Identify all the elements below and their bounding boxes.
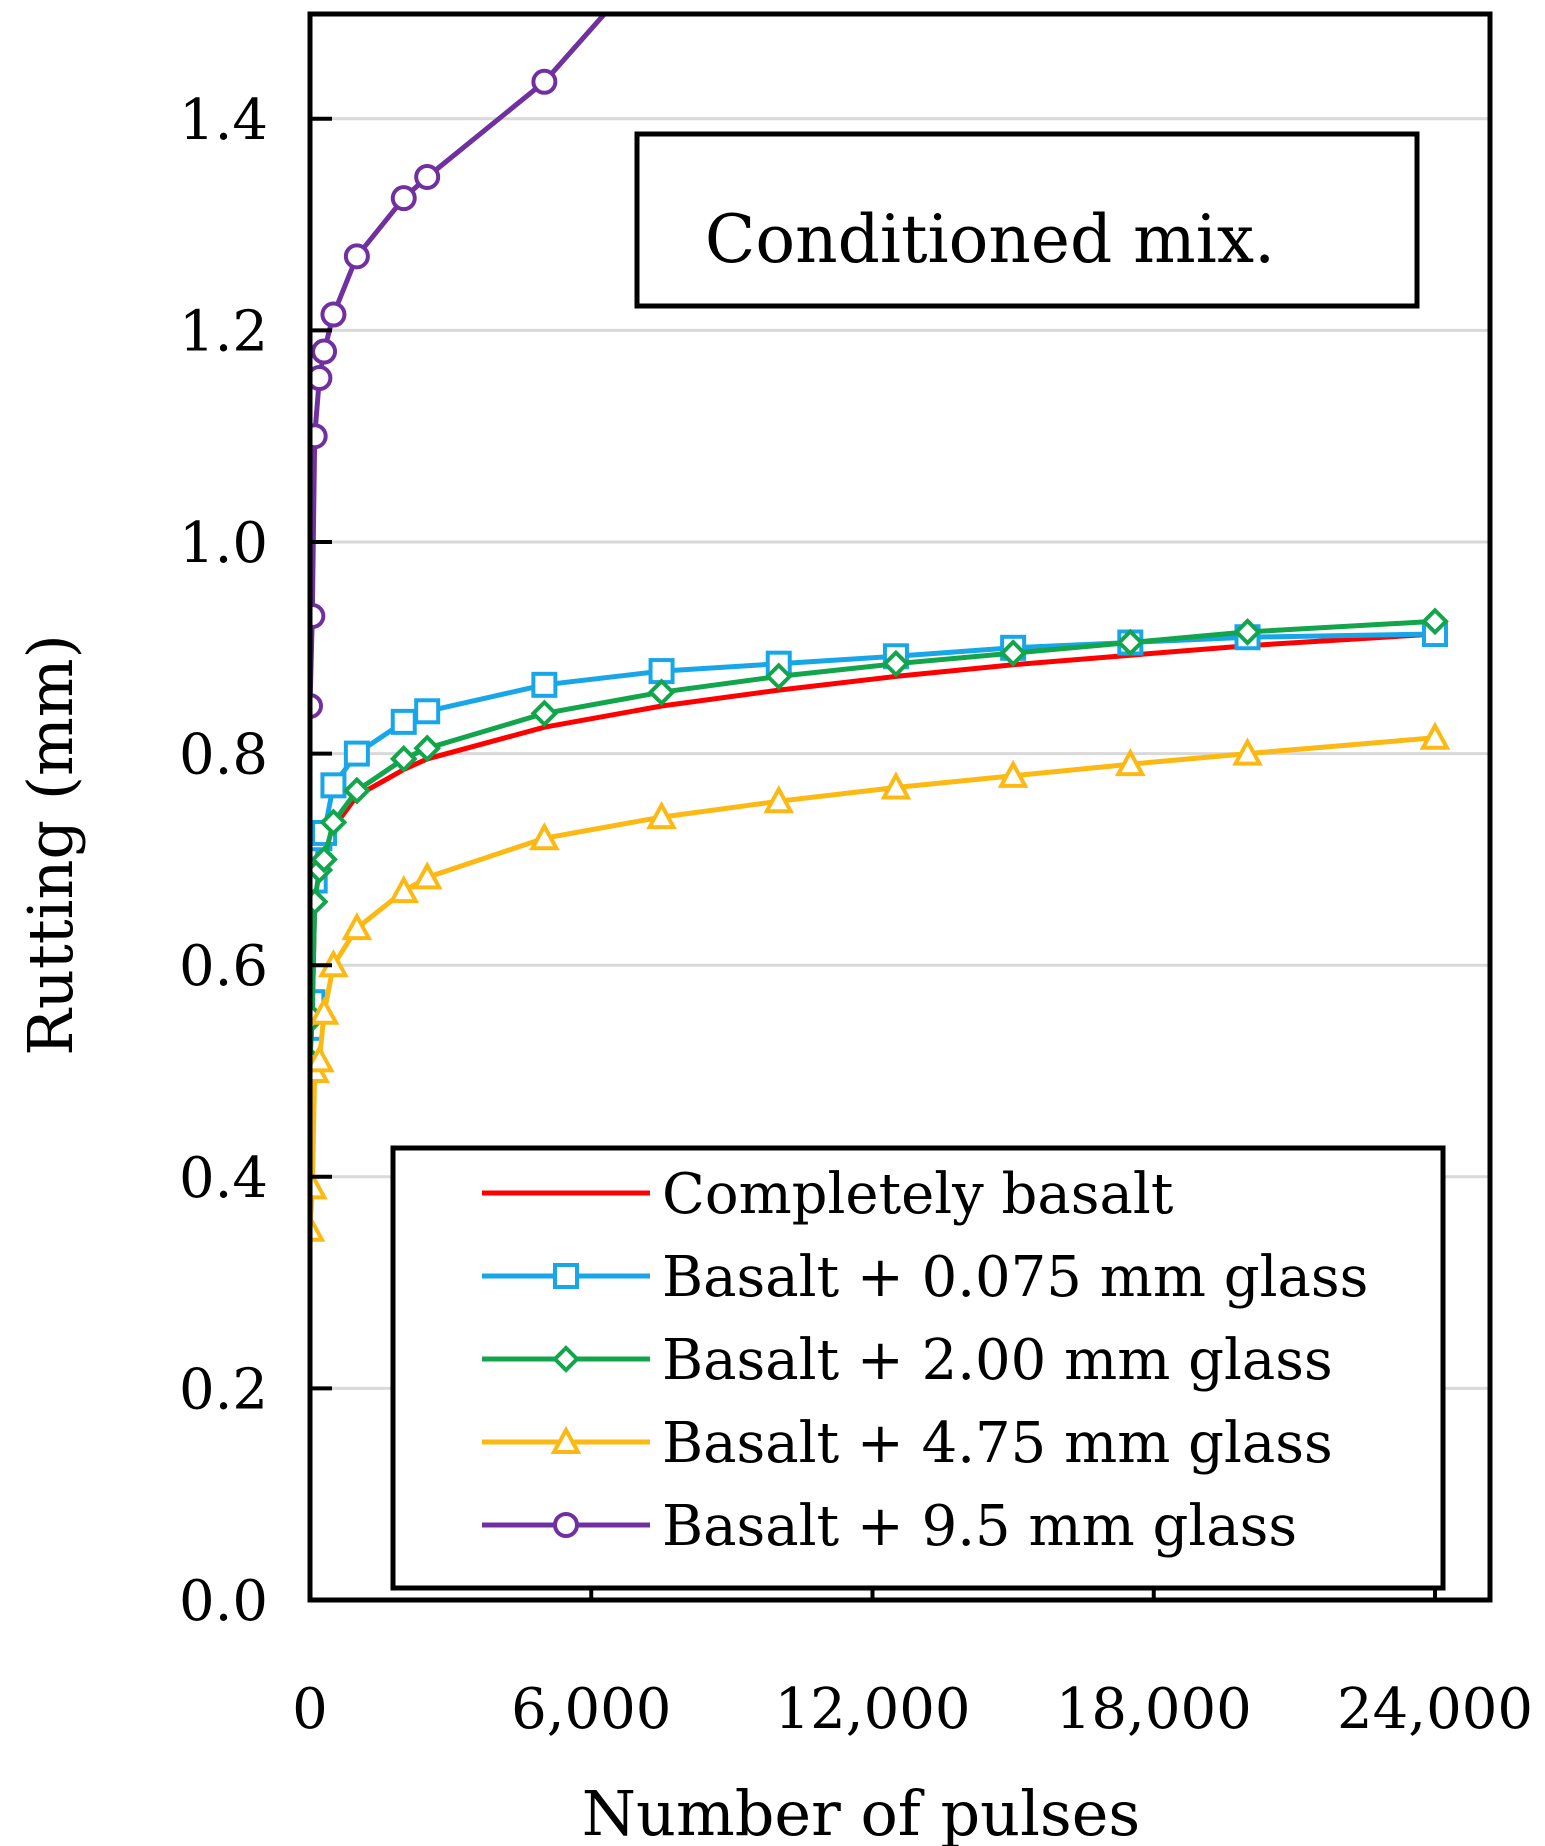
annotation-box (634, 131, 1420, 309)
data-point (529, 822, 560, 851)
data-point (1114, 748, 1146, 777)
data-point (1116, 628, 1145, 657)
legend-label: Basalt + 0.075 mm glass (662, 1245, 1368, 1310)
data-point (1232, 737, 1263, 766)
data-point (343, 243, 370, 270)
x-tick-label: 6,000 (511, 1677, 671, 1742)
y-tick-label: 0.6 (179, 934, 268, 999)
legend-marker (550, 1425, 582, 1454)
x-tick-label: 12,000 (775, 1677, 971, 1742)
y-tick-label: 0.4 (179, 1146, 268, 1211)
data-point (390, 185, 417, 212)
data-point (389, 745, 418, 773)
data-point (310, 1213, 326, 1242)
data-point (647, 678, 676, 707)
legend-label: Completely basalt (662, 1162, 1174, 1227)
legend-marker (552, 1345, 580, 1373)
data-point (310, 1044, 335, 1073)
data-point (311, 338, 338, 365)
data-point (413, 734, 442, 763)
data-point (411, 861, 443, 890)
data-point (1421, 607, 1449, 636)
data-point (390, 708, 417, 735)
legend-label: Basalt + 2.00 mm glass (662, 1328, 1333, 1393)
data-point (414, 163, 441, 190)
x-tick-label: 24,000 (1337, 1677, 1533, 1742)
y-tick-label: 0.8 (179, 723, 268, 788)
data-point (531, 671, 558, 698)
data-point (320, 772, 347, 799)
data-point (310, 996, 340, 1025)
data-point (1233, 618, 1262, 646)
data-point (310, 845, 338, 874)
plot-frame (307, 11, 1493, 1603)
legend: Completely basalt Basalt + 0.075 mm glass… (390, 1145, 1446, 1591)
data-point (320, 301, 347, 328)
data-point (388, 874, 420, 904)
data-point (310, 887, 329, 916)
data-point (319, 808, 348, 837)
data-point (310, 423, 328, 450)
legend-label: Basalt + 9.5 mm glass (662, 1494, 1297, 1559)
data-point (341, 911, 373, 941)
y-tick-label: 1.4 (179, 88, 268, 153)
legend-marker (553, 1512, 579, 1538)
y-axis-title: Rutting (mm) (14, 634, 87, 1056)
data-point (882, 649, 910, 678)
data-point (343, 740, 370, 767)
y-tick-label: 0.0 (179, 1569, 268, 1634)
x-tick-label: 0 (292, 1677, 328, 1742)
data-point (880, 771, 912, 800)
x-tick-label: 18,000 (1056, 1677, 1252, 1742)
y-tick-label: 1.2 (179, 299, 268, 364)
data-point (310, 365, 333, 392)
data-point (763, 785, 795, 814)
data-point (1419, 721, 1451, 750)
y-tick-label: 1.0 (179, 511, 268, 576)
series-lines (310, 14, 1451, 1242)
legend-marker (553, 1263, 579, 1289)
data-point (997, 759, 1029, 788)
data-point (343, 776, 371, 805)
annotation-text: Conditioned mix. (705, 201, 1275, 278)
data-point (530, 699, 559, 728)
data-point (646, 800, 677, 830)
data-point (310, 692, 323, 719)
data-point (531, 68, 558, 95)
annotation: Conditioned mix. (634, 131, 1420, 309)
data-point (764, 662, 793, 691)
data-point (414, 698, 441, 725)
axis-ticks: 0.0 0.2 0.4 0.6 0.8 1.0 1.2 1.4 0 6,000 12,000 18,0… (179, 88, 1533, 1742)
x-axis-title: Number of pulses (582, 1777, 1140, 1846)
legend-label: Basalt + 4.75 mm glass (662, 1411, 1333, 1476)
y-tick-label: 0.2 (179, 1357, 268, 1422)
data-point (999, 639, 1027, 667)
